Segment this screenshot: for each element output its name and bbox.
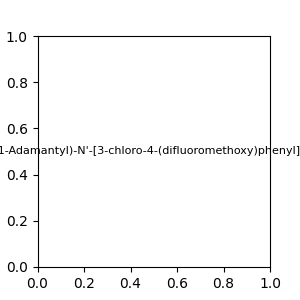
Text: N-(1-Adamantyl)-N'-[3-chloro-4-(difluoromethoxy)phenyl]urea: N-(1-Adamantyl)-N'-[3-chloro-4-(difluoro… [0,146,300,157]
